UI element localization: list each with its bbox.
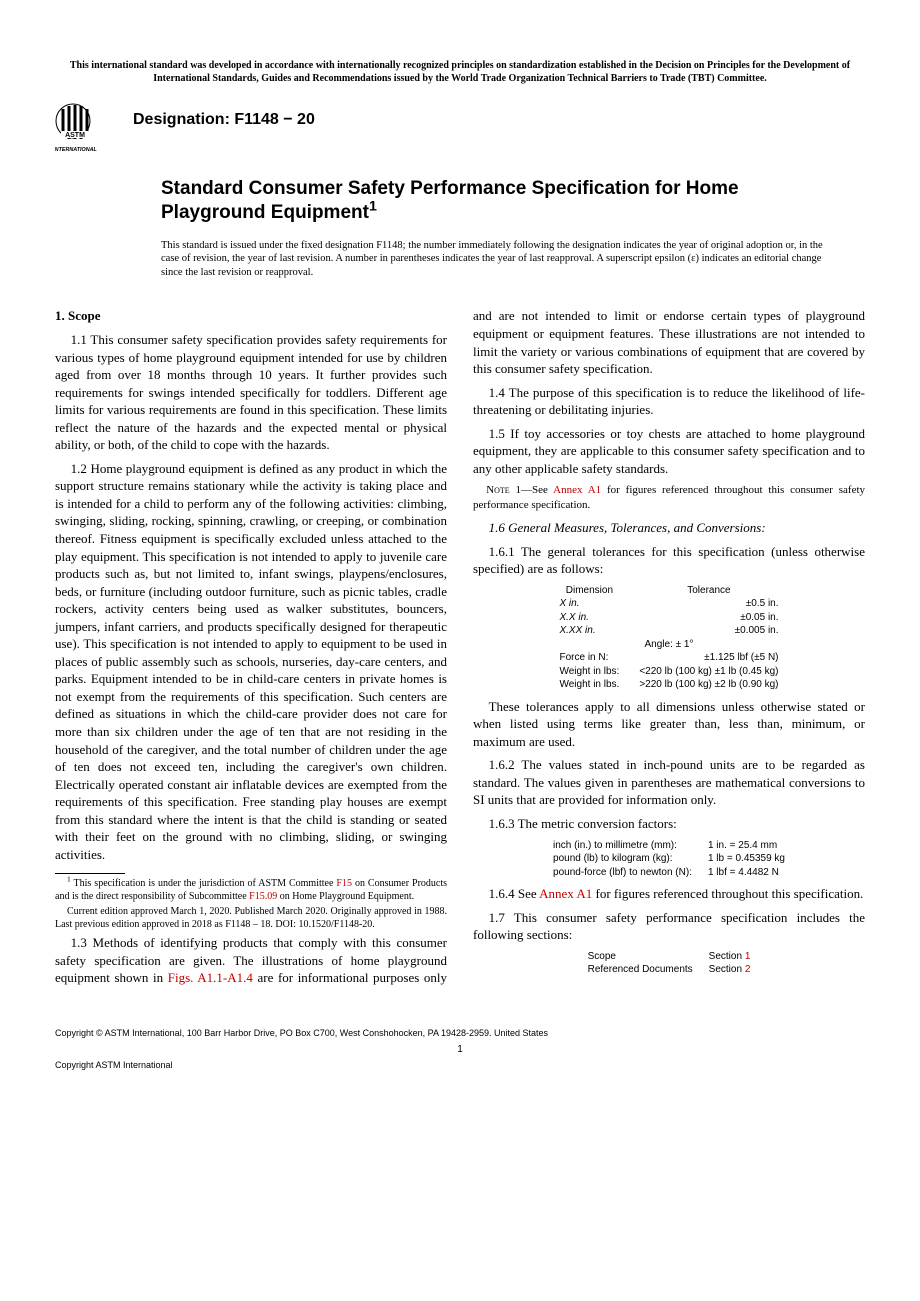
paragraph-1-6-2: 1.6.2 The values stated in inch-pound un… xyxy=(473,756,865,809)
paragraph-1-7: 1.7 This consumer safety performance spe… xyxy=(473,909,865,944)
paragraph-1-6-head: 1.6 General Measures, Tolerances, and Co… xyxy=(473,519,865,537)
body-columns: 1. Scope 1.1 This consumer safety specif… xyxy=(55,307,865,987)
footnote-rule xyxy=(55,873,125,874)
footnote-1-line-1: 1 This specification is under the jurisd… xyxy=(55,878,447,903)
paragraph-1-1: 1.1 This consumer safety specification p… xyxy=(55,331,447,454)
paragraph-1-6-4: 1.6.4 See Annex A1 for figures reference… xyxy=(473,885,865,903)
svg-text:INTERNATIONAL: INTERNATIONAL xyxy=(55,147,97,153)
footnote-1-line-2: Current edition approved March 1, 2020. … xyxy=(55,906,447,931)
header-block: ASTM INTERNATIONAL Designation: F1148 − … xyxy=(55,99,865,155)
paragraph-1-6-1-tail: These tolerances apply to all dimensions… xyxy=(473,698,865,751)
adoption-note: This standard is issued under the fixed … xyxy=(161,239,825,280)
tolerances-table: DimensionTolerance X in.±0.5 in. X.X in.… xyxy=(549,584,788,692)
paragraph-1-2: 1.2 Home playground equipment is defined… xyxy=(55,460,447,864)
bottom-copyright: Copyright ASTM International xyxy=(55,1059,865,1071)
scope-heading: 1. Scope xyxy=(55,307,447,325)
designation: Designation: F1148 − 20 xyxy=(133,99,315,131)
footer-copyright: Copyright © ASTM International, 100 Barr… xyxy=(55,1027,865,1039)
preamble-notice: This international standard was develope… xyxy=(55,60,865,85)
title-block: Standard Consumer Safety Performance Spe… xyxy=(161,177,825,279)
page-number: 1 xyxy=(55,1043,865,1057)
sections-table: Scope Section 1 Referenced Documents Sec… xyxy=(580,950,759,977)
paragraph-1-5: 1.5 If toy accessories or toy chests are… xyxy=(473,425,865,478)
note-1: Note 1—See Annex A1 for figures referenc… xyxy=(473,483,865,513)
paragraph-1-4: 1.4 The purpose of this specification is… xyxy=(473,384,865,419)
astm-logo: ASTM INTERNATIONAL xyxy=(55,99,121,155)
conversion-table: inch (in.) to millimetre (mm):1 in. = 25… xyxy=(545,839,793,880)
document-title: Standard Consumer Safety Performance Spe… xyxy=(161,177,825,225)
svg-text:ASTM: ASTM xyxy=(65,132,85,139)
annex-link-2[interactable]: Annex A1 xyxy=(539,886,592,901)
committee-link[interactable]: F15 xyxy=(336,878,352,889)
section-1-link[interactable]: 1 xyxy=(745,951,751,962)
paragraph-1-6-3: 1.6.3 The metric conversion factors: xyxy=(473,815,865,833)
section-2-link[interactable]: 2 xyxy=(745,964,751,975)
annex-link[interactable]: Annex A1 xyxy=(553,484,601,496)
subcommittee-link[interactable]: F15.09 xyxy=(249,891,277,902)
figs-link[interactable]: Figs. A1.1-A1.4 xyxy=(168,970,253,985)
paragraph-1-6-1: 1.6.1 The general tolerances for this sp… xyxy=(473,543,865,578)
